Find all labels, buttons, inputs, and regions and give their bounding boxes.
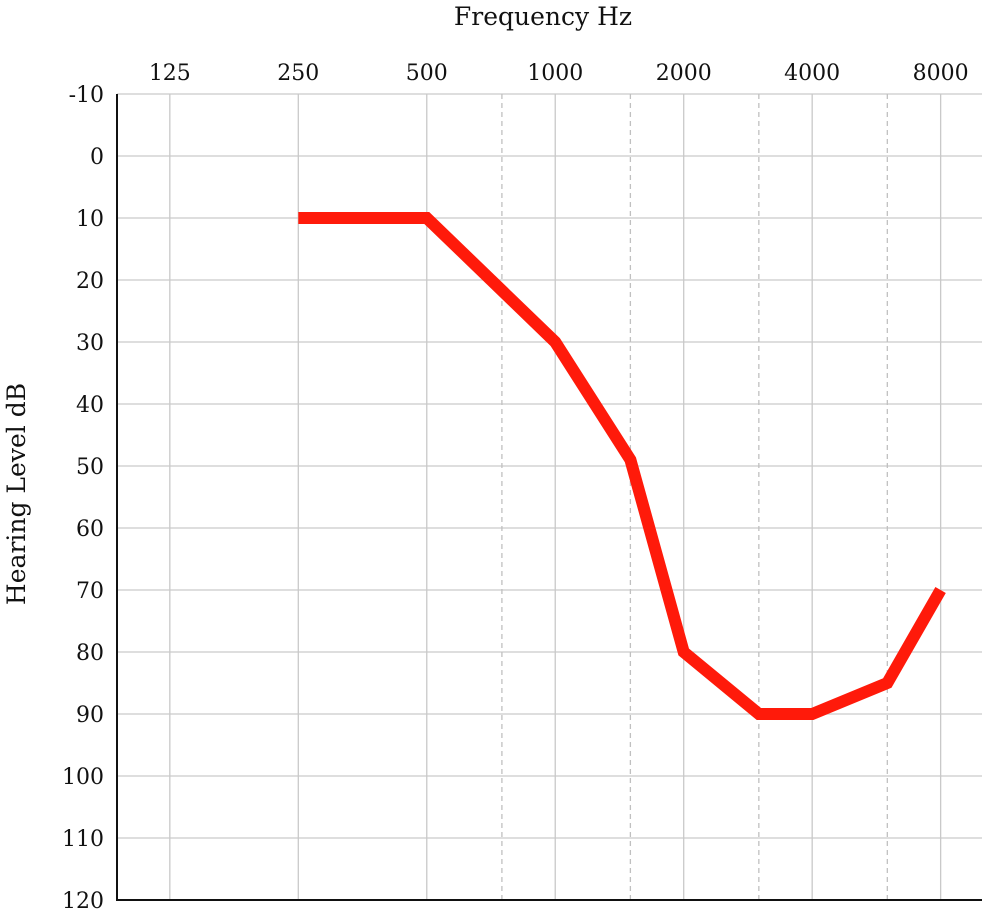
y-tick-label: 100 <box>62 765 104 790</box>
y-tick-label: 50 <box>76 455 104 480</box>
y-axis-title: Hearing Level dB <box>2 383 31 605</box>
y-tick-labels: -10 0 10 20 30 40 50 60 70 80 90 100 110 120 <box>62 83 104 914</box>
hearing-threshold-line <box>298 212 946 720</box>
y-tick-label: 40 <box>76 393 104 418</box>
y-tick-label: 10 <box>76 207 104 232</box>
y-tick-label: 80 <box>76 641 104 666</box>
y-tick-label: 110 <box>62 827 104 852</box>
y-tick-label: 90 <box>76 703 104 728</box>
y-tick-label: 120 <box>62 889 104 914</box>
x-tick-label: 4000 <box>784 61 840 86</box>
x-tick-label: 1000 <box>527 61 583 86</box>
y-tick-label: -10 <box>69 83 104 108</box>
x-tick-label: 125 <box>149 61 191 86</box>
grid-layer <box>117 93 982 901</box>
plot-frame <box>116 94 982 901</box>
x-tick-label: 8000 <box>913 61 969 86</box>
series-layer <box>298 212 946 720</box>
y-tick-label: 70 <box>76 579 104 604</box>
x-axis-title: Frequency Hz <box>454 2 632 31</box>
x-tick-label: 2000 <box>656 61 712 86</box>
y-tick-label: 20 <box>76 269 104 294</box>
y-tick-label: 0 <box>90 145 104 170</box>
x-tick-label: 250 <box>277 61 319 86</box>
x-tick-labels: 125 250 500 1000 2000 4000 8000 <box>149 61 969 86</box>
y-tick-label: 60 <box>76 517 104 542</box>
x-tick-label: 500 <box>406 61 448 86</box>
y-tick-label: 30 <box>76 331 104 356</box>
